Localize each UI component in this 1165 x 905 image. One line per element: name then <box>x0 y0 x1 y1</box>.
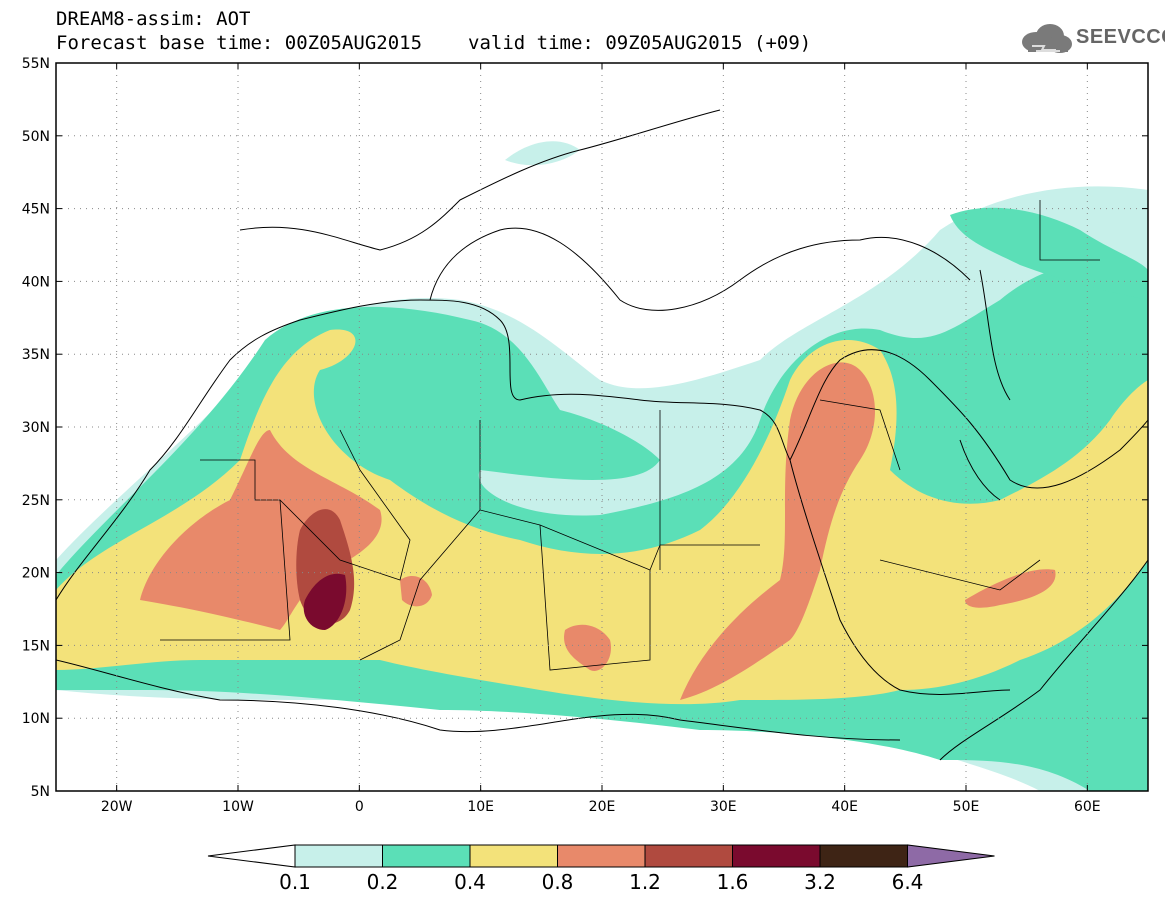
colorbar-swatch <box>469 844 558 868</box>
colorbar-label: 0.8 <box>541 870 574 894</box>
country-borders <box>160 200 1100 671</box>
colorbar-label: 6.4 <box>891 870 924 894</box>
aot-patch-caspian <box>950 207 1148 300</box>
lon-tick-label: 20W <box>101 799 133 815</box>
lat-tick-label: 45N <box>22 202 50 218</box>
lat-tick-label: 50N <box>22 129 50 145</box>
lon-tick-label: 20E <box>589 799 616 815</box>
lon-tick-label: 10E <box>467 799 494 815</box>
lat-labels: 55N 50N 45N 40N 35N 30N 25N 20N 15N 10N 5N <box>22 56 50 800</box>
aot-patch-red-sea <box>680 362 875 700</box>
colorbar-label: 1.2 <box>629 870 661 894</box>
colorbar-over-arrow <box>907 844 995 868</box>
coastlines <box>56 109 1148 761</box>
colorbar-swatch <box>819 844 908 868</box>
aot-band-0.8 <box>140 430 382 630</box>
lon-tick-label: 10W <box>222 799 254 815</box>
colorbar-label: 0.2 <box>366 870 399 894</box>
colorbar-swatch <box>732 844 821 868</box>
lat-tick-label: 20N <box>22 566 50 582</box>
colorbar-swatch <box>382 844 471 868</box>
lon-tick-label: 0 <box>355 799 364 815</box>
cloud-icon <box>1022 24 1072 53</box>
graticule <box>56 63 1148 791</box>
aot-band-1.6 <box>303 573 347 630</box>
lat-tick-label: 25N <box>22 493 50 509</box>
colorbar-label: 0.1 <box>279 870 311 894</box>
seevccc-logo: SEEVCCC <box>1018 18 1165 58</box>
colorbar-label: 1.6 <box>716 870 749 894</box>
lon-labels: 20W 10W 0 10E 20E 30E 40E 50E 60E <box>101 799 1101 815</box>
map-title: DREAM8-assim: AOT <box>56 8 251 30</box>
lat-tick-label: 30N <box>22 420 50 436</box>
aot-patch-arabia <box>965 569 1056 608</box>
lon-tick-label: 40E <box>831 799 858 815</box>
lat-tick-label: 15N <box>22 638 50 654</box>
lon-tick-label: 50E <box>953 799 980 815</box>
base-time: Forecast base time: 00Z05AUG2015 <box>56 32 423 54</box>
colorbar <box>207 844 995 868</box>
axis-ticks <box>56 62 1148 792</box>
lon-tick-label: 30E <box>710 799 737 815</box>
aot-patch-chad <box>564 624 611 671</box>
lat-tick-label: 40N <box>22 274 50 290</box>
lon-tick-label: 60E <box>1074 799 1101 815</box>
aot-patch-balkans <box>505 141 580 166</box>
logo-text: SEEVCCC <box>1076 26 1165 48</box>
lat-tick-label: 55N <box>22 56 50 72</box>
colorbar-swatch <box>557 844 646 868</box>
aot-field <box>56 141 1148 791</box>
colorbar-label: 0.4 <box>454 870 486 894</box>
colorbar-swatch <box>644 844 733 868</box>
colorbar-under-arrow <box>207 844 296 868</box>
colorbar-swatch <box>294 844 383 868</box>
lat-tick-label: 5N <box>31 784 50 800</box>
lat-tick-label: 10N <box>22 711 50 727</box>
colorbar-label: 3.2 <box>804 870 836 894</box>
forecast-times: Forecast base time: 00Z05AUG2015 valid ti… <box>56 32 811 54</box>
valid-time: valid time: 09Z05AUG2015 (+09) <box>468 32 812 54</box>
lat-tick-label: 35N <box>22 347 50 363</box>
